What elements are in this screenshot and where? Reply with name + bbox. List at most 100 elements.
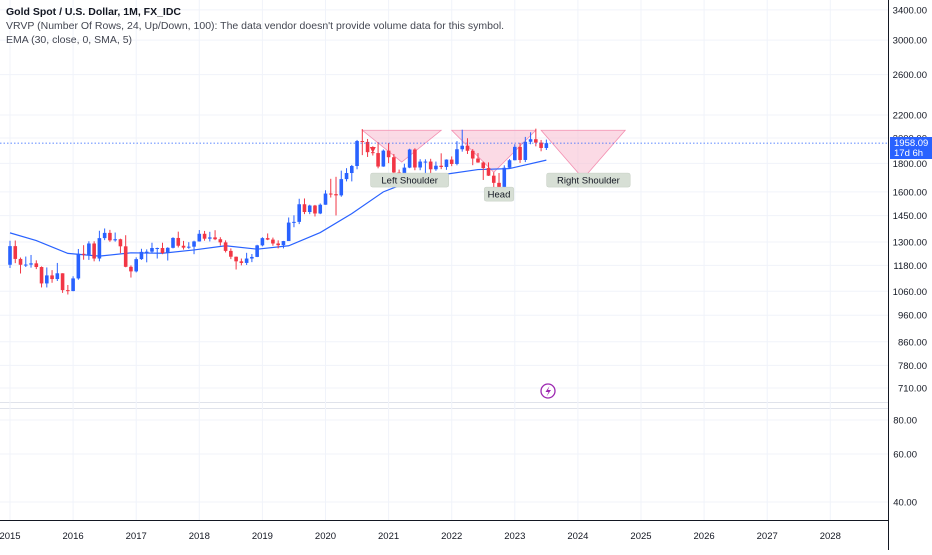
candle[interactable]	[229, 248, 233, 260]
candle[interactable]	[113, 232, 117, 242]
candle[interactable]	[23, 256, 28, 268]
candle[interactable]	[528, 132, 533, 145]
candle[interactable]	[244, 252, 249, 265]
candle[interactable]	[171, 237, 175, 249]
price-axis[interactable]: 3400.003000.002600.002200.002000.001800.…	[888, 0, 932, 550]
time-axis[interactable]: 2015 2016 2017 2018 2019 2020 2021 2022 2023 2024…	[0, 520, 888, 550]
candle[interactable]	[465, 138, 470, 154]
candle[interactable]	[208, 231, 212, 242]
candle[interactable]	[481, 161, 486, 180]
candle[interactable]	[455, 141, 459, 166]
candle[interactable]	[318, 203, 323, 215]
candle[interactable]	[328, 178, 333, 198]
candle[interactable]	[302, 198, 307, 215]
candle[interactable]	[18, 257, 23, 274]
pattern-triangle-1[interactable]	[361, 129, 443, 163]
candle[interactable]	[202, 230, 207, 241]
candle[interactable]	[434, 161, 438, 171]
candle[interactable]	[491, 172, 496, 190]
candle[interactable]	[176, 231, 181, 248]
candle[interactable]	[413, 148, 417, 171]
candle[interactable]	[286, 217, 291, 242]
pattern-triangle-3[interactable]	[540, 129, 627, 180]
candle[interactable]	[181, 240, 186, 250]
candle[interactable]	[39, 266, 44, 288]
candle[interactable]	[192, 240, 196, 255]
candle[interactable]	[439, 153, 443, 170]
candle[interactable]	[197, 230, 202, 242]
ema-indicator-label[interactable]: EMA (30, close, 0, SMA, 5)	[6, 34, 133, 46]
candle[interactable]	[307, 204, 312, 215]
candle[interactable]	[449, 156, 454, 167]
candle[interactable]	[349, 164, 354, 182]
candle[interactable]	[102, 228, 107, 241]
candle[interactable]	[276, 240, 280, 249]
candle[interactable]	[392, 153, 396, 175]
candle[interactable]	[339, 170, 344, 197]
candle[interactable]	[45, 267, 49, 288]
candle[interactable]	[234, 256, 238, 270]
vrvp-indicator-label[interactable]: VRVP (Number Of Rows, 24, Up/Down, 100):…	[6, 20, 505, 32]
candle[interactable]	[470, 149, 475, 166]
candle[interactable]	[281, 240, 286, 249]
lightning-icon[interactable]	[540, 383, 556, 399]
candle[interactable]	[108, 229, 112, 242]
candle[interactable]	[360, 129, 365, 156]
candle[interactable]	[139, 248, 144, 260]
candles[interactable]	[8, 128, 549, 295]
candle[interactable]	[239, 258, 244, 266]
candle[interactable]	[407, 148, 412, 169]
candle[interactable]	[355, 139, 359, 170]
candle[interactable]	[418, 159, 422, 171]
candle[interactable]	[486, 162, 491, 176]
candle[interactable]	[539, 139, 543, 152]
candle[interactable]	[186, 242, 191, 249]
label-head[interactable]: Head	[483, 186, 515, 202]
candle[interactable]	[81, 245, 86, 260]
candle[interactable]	[260, 237, 265, 247]
candle[interactable]	[323, 190, 328, 205]
candle[interactable]	[97, 230, 102, 262]
candle[interactable]	[134, 257, 138, 273]
symbol-title[interactable]: Gold Spot / U.S. Dollar, 1M, FX_IDC	[6, 6, 182, 18]
candle[interactable]	[223, 240, 228, 253]
candle[interactable]	[155, 247, 160, 259]
candle[interactable]	[476, 153, 480, 163]
candle[interactable]	[92, 241, 96, 262]
candle[interactable]	[34, 260, 39, 270]
candle[interactable]	[13, 240, 18, 264]
candle[interactable]	[460, 129, 465, 152]
candle[interactable]	[523, 136, 528, 163]
candle[interactable]	[297, 198, 302, 225]
candle[interactable]	[123, 235, 128, 268]
candle[interactable]	[118, 238, 123, 254]
candle[interactable]	[497, 173, 501, 190]
candle[interactable]	[165, 247, 170, 261]
candle[interactable]	[544, 139, 549, 151]
candle[interactable]	[218, 237, 223, 246]
candle[interactable]	[213, 230, 217, 241]
candle[interactable]	[428, 158, 433, 175]
candle[interactable]	[444, 159, 449, 170]
candle[interactable]	[50, 270, 54, 283]
candle[interactable]	[334, 176, 338, 216]
candle[interactable]	[87, 241, 91, 260]
candle[interactable]	[502, 165, 507, 190]
candle[interactable]	[150, 242, 154, 253]
candle[interactable]	[160, 242, 165, 255]
label-left-shoulder[interactable]: Left Shoulder	[370, 172, 449, 188]
candle[interactable]	[365, 138, 370, 157]
candle[interactable]	[292, 215, 296, 228]
candle[interactable]	[513, 144, 517, 161]
candle[interactable]	[386, 143, 391, 164]
candle[interactable]	[250, 253, 254, 263]
candle[interactable]	[255, 244, 259, 258]
candle[interactable]	[507, 159, 512, 169]
candle[interactable]	[376, 142, 380, 169]
candle[interactable]	[313, 204, 317, 217]
label-right-shoulder[interactable]: Right Shoulder	[546, 172, 631, 188]
candle[interactable]	[55, 262, 60, 282]
candle[interactable]	[271, 237, 275, 246]
candle[interactable]	[518, 142, 522, 163]
